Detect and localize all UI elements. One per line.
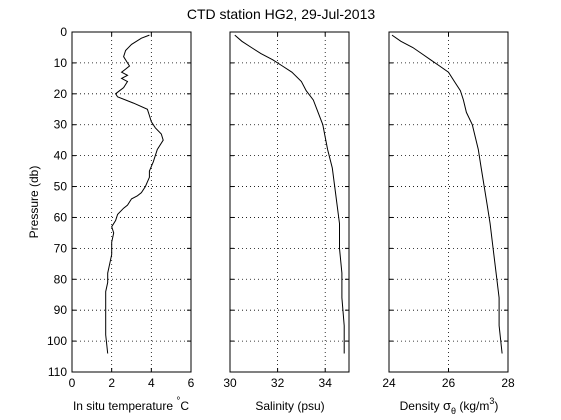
pressure-y-tick-label: 50 [54,180,68,194]
salinity-axes-box [229,31,350,373]
salinity-axis-label: Salinity (psu) [255,399,324,413]
pressure-y-tick-label: 80 [54,272,68,286]
pressure-y-tick-label: 10 [54,56,68,70]
density-x-tick-label: 28 [501,376,515,390]
pressure-y-tick-label: 60 [54,210,68,224]
temperature-x-tick-label: 6 [188,376,195,390]
pressure-y-tick-label: 90 [54,303,68,317]
figure-title: CTD station HG2, 29-Jul-2013 [187,6,376,22]
y-axis-label: Pressure (db) [27,166,41,239]
pressure-y-tick-label: 0 [60,25,67,39]
temperature-axes-box [71,31,192,373]
pressure-y-tick-label: 110 [48,365,67,379]
pressure-y-tick-label: 70 [54,241,68,255]
salinity-x-tick-label: 34 [319,376,333,390]
density-axis-label: Density σθ (kg/m3) [400,396,499,416]
temperature-x-tick-label: 0 [69,376,76,390]
pressure-y-tick-label: 20 [54,87,68,101]
salinity-x-tick-label: 32 [271,376,285,390]
salinity-panel: 30 32 34 [223,31,350,390]
density-x-tick-label: 26 [442,376,456,390]
temperature-profile-line [105,34,164,354]
density-panel: 24 26 28 [382,31,515,390]
pressure-y-tick-label: 40 [54,149,68,163]
temperature-x-tick-label: 4 [148,376,155,390]
salinity-profile-line [234,34,345,354]
salinity-x-tick-label: 30 [223,376,237,390]
temperature-axis-label: In situ temperature °C [73,396,189,413]
density-profile-line [391,34,503,354]
temperature-x-tick-label: 2 [108,376,115,390]
pressure-y-tick-label: 100 [47,334,67,348]
density-x-tick-label: 24 [382,376,396,390]
pressure-y-tick-label: 30 [54,118,68,132]
